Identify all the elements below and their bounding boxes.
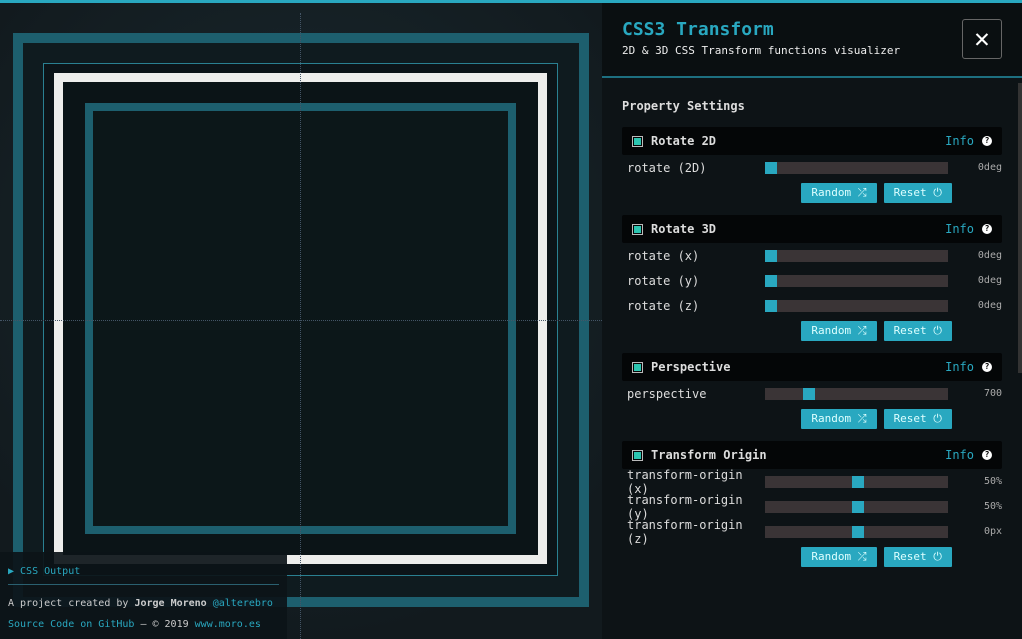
slider-value: 0deg	[977, 162, 1002, 173]
section-header: Transform Origin Info?	[622, 441, 1002, 469]
section-header: Rotate 3D Info?	[622, 215, 1002, 243]
slider-value: 700	[983, 388, 1002, 399]
slider[interactable]	[765, 500, 948, 513]
reset-button[interactable]: Reset ⏻	[883, 409, 952, 429]
section-0: Rotate 2D Info? rotate (2D) 0deg Random ⤮…	[622, 127, 1002, 203]
slider-row: rotate (z) 0deg	[622, 293, 1002, 318]
random-button[interactable]: Random ⤮	[801, 321, 877, 341]
random-button[interactable]: Random ⤮	[801, 183, 877, 203]
footer: ▶ CSS Output A project created by Jorge …	[0, 552, 287, 639]
enable-checkbox[interactable]	[632, 135, 643, 147]
slider-value: 0px	[983, 526, 1002, 537]
slider-label: rotate (z)	[627, 298, 700, 313]
property-settings-heading: Property Settings	[622, 99, 745, 113]
slider[interactable]	[765, 249, 948, 262]
help-icon[interactable]: ?	[982, 450, 992, 460]
section-3: Transform Origin Info? transform-origin …	[622, 441, 1002, 567]
slider-label: transform-origin (z)	[627, 517, 743, 546]
slider-thumb[interactable]	[765, 274, 778, 287]
horizontal-guide	[0, 320, 602, 321]
section-header: Perspective Info?	[622, 353, 1002, 381]
info-link[interactable]: Info	[945, 360, 974, 374]
section-title: Rotate 3D	[651, 222, 717, 236]
panel-subtitle: 2D & 3D CSS Transform functions visualiz…	[622, 44, 901, 57]
reset-button[interactable]: Reset ⏻	[883, 183, 952, 203]
slider-value: 50%	[983, 476, 1002, 487]
handle-link[interactable]: @alterebro	[212, 598, 273, 609]
settings-panel: CSS3 Transform 2D & 3D CSS Transform fun…	[602, 3, 1022, 639]
help-icon[interactable]: ?	[982, 136, 992, 146]
transform-stage	[0, 3, 602, 639]
slider-thumb[interactable]	[765, 161, 778, 174]
reset-button[interactable]: Reset ⏻	[883, 321, 952, 341]
top-accent-bar	[0, 0, 1022, 3]
panel-header: CSS3 Transform 2D & 3D CSS Transform fun…	[602, 3, 1022, 78]
slider-row: rotate (x) 0deg	[622, 243, 1002, 268]
vertical-guide	[300, 13, 301, 639]
slider-row: perspective 700	[622, 381, 1002, 406]
slider-row: transform-origin (y) 50%	[622, 492, 1002, 521]
slider-label: rotate (x)	[627, 248, 700, 263]
slider[interactable]	[765, 525, 948, 538]
slider-thumb[interactable]	[765, 299, 778, 312]
help-icon[interactable]: ?	[982, 362, 992, 372]
slider-row: rotate (2D) 0deg	[622, 155, 1002, 180]
info-link[interactable]: Info	[945, 134, 974, 148]
slider-row: rotate (y) 0deg	[622, 268, 1002, 293]
css-output-toggle[interactable]: ▶ CSS Output	[8, 552, 279, 585]
enable-checkbox[interactable]	[632, 361, 643, 373]
section-title: Rotate 2D	[651, 134, 717, 148]
info-link[interactable]: Info	[945, 222, 974, 236]
slider-thumb[interactable]	[851, 475, 864, 488]
slider-value: 0deg	[977, 250, 1002, 261]
slider-thumb[interactable]	[851, 525, 864, 538]
slider-thumb[interactable]	[803, 387, 816, 400]
slider-value: 0deg	[977, 275, 1002, 286]
slider-row: transform-origin (z) 0px	[622, 517, 1002, 546]
reset-button[interactable]: Reset ⏻	[883, 547, 952, 567]
scrollbar[interactable]	[1018, 83, 1022, 373]
panel-title: CSS3 Transform	[622, 19, 774, 40]
author: Jorge Moreno	[134, 598, 207, 609]
random-button[interactable]: Random ⤮	[801, 409, 877, 429]
close-button[interactable]: ✕	[962, 19, 1002, 59]
info-link[interactable]: Info	[945, 448, 974, 462]
enable-checkbox[interactable]	[632, 223, 643, 235]
slider-label: transform-origin (y)	[627, 492, 743, 521]
copyright: — © 2019	[134, 619, 195, 630]
random-button[interactable]: Random ⤮	[801, 547, 877, 567]
help-icon[interactable]: ?	[982, 224, 992, 234]
site-link[interactable]: www.moro.es	[194, 619, 261, 630]
slider[interactable]	[765, 387, 948, 400]
slider-label: rotate (2D)	[627, 160, 707, 175]
slider-thumb[interactable]	[851, 500, 864, 513]
slider-label: transform-origin (x)	[627, 467, 743, 496]
slider-value: 50%	[983, 501, 1002, 512]
slider[interactable]	[765, 299, 948, 312]
slider-thumb[interactable]	[765, 249, 778, 262]
section-title: Perspective	[651, 360, 731, 374]
credit-text: A project created by	[8, 598, 129, 609]
slider-value: 0deg	[977, 300, 1002, 311]
slider-label: perspective	[627, 386, 707, 401]
section-1: Rotate 3D Info? rotate (x) 0deg rotate (…	[622, 215, 1002, 341]
enable-checkbox[interactable]	[632, 449, 643, 461]
slider[interactable]	[765, 475, 948, 488]
source-link[interactable]: Source Code on GitHub	[8, 619, 135, 630]
section-2: Perspective Info? perspective 700 Random …	[622, 353, 1002, 429]
slider[interactable]	[765, 161, 948, 174]
section-header: Rotate 2D Info?	[622, 127, 1002, 155]
slider-row: transform-origin (x) 50%	[622, 467, 1002, 496]
slider[interactable]	[765, 274, 948, 287]
slider-label: rotate (y)	[627, 273, 700, 288]
section-title: Transform Origin	[651, 448, 767, 462]
